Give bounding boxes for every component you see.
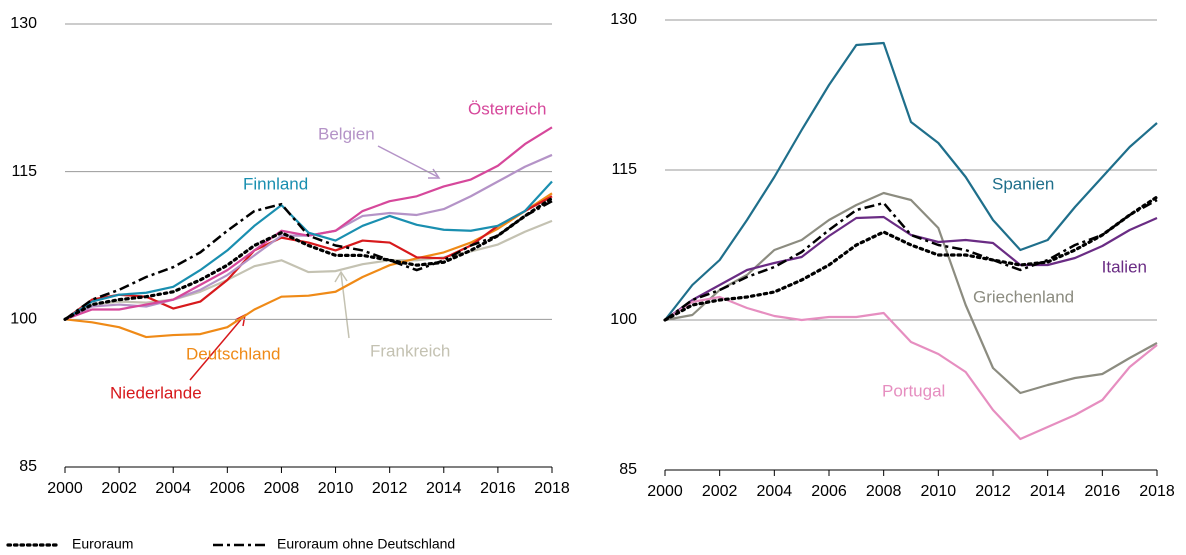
y-tick-label: 130: [10, 15, 37, 32]
x-tick-label: 2018: [1139, 483, 1175, 500]
x-tick-label: 2004: [155, 480, 191, 497]
x-tick-label: 2016: [480, 480, 516, 497]
x-tick-label: 2014: [1030, 483, 1066, 500]
x-tick-label: 2000: [647, 483, 683, 500]
series-label: Portugal: [882, 381, 945, 400]
arrow-head: [334, 270, 348, 283]
legend-label: Euroraum ohne Deutschland: [277, 536, 455, 552]
series-line: [664, 191, 1158, 395]
y-tick-label: 130: [610, 11, 637, 28]
legend-label: Euroraum: [72, 536, 133, 552]
series-line: [64, 126, 553, 321]
y-tick-label: 115: [611, 161, 637, 178]
x-tick-label: 2006: [210, 480, 246, 497]
x-tick-label: 2008: [264, 480, 300, 497]
y-tick-label: 100: [610, 311, 637, 328]
series-label: Frankreich: [370, 341, 450, 360]
series-line: [64, 192, 553, 339]
x-tick-label: 2002: [101, 480, 137, 497]
x-tick-label: 2010: [921, 483, 957, 500]
series-line: [64, 195, 553, 321]
series-label: Belgien: [318, 124, 375, 143]
x-tick-label: 2010: [318, 480, 354, 497]
x-tick-label: 2004: [757, 483, 793, 500]
series-label: Italien: [1102, 257, 1147, 276]
series-line: [664, 215, 1158, 321]
series-label: Deutschland: [186, 344, 281, 363]
series-line: [664, 198, 1158, 322]
series-line: [663, 195, 1159, 322]
series-label: Griechenland: [973, 287, 1074, 306]
series-label: Österreich: [468, 99, 546, 118]
arrow: [340, 272, 350, 339]
series-line: [664, 295, 1158, 441]
x-tick-label: 2006: [811, 483, 847, 500]
arrow: [189, 315, 245, 381]
series-label: Spanien: [992, 174, 1054, 193]
series-line: [64, 200, 553, 321]
series-line: [664, 41, 1158, 321]
x-tick-label: 2018: [534, 480, 570, 497]
chart: 85 100 115 130 2000 2002 2004 2006 2008 2010 2012 2…: [10, 15, 570, 497]
series-line: [64, 219, 553, 321]
x-tick-label: 2016: [1085, 483, 1121, 500]
series-label: Finnland: [243, 174, 308, 193]
y-tick-label: 115: [11, 163, 37, 180]
x-tick-label: 2000: [47, 480, 83, 497]
arrow: [377, 145, 439, 178]
series-label: Niederlande: [110, 383, 202, 402]
x-tick-label: 2012: [372, 480, 408, 497]
x-tick-label: 2014: [426, 480, 462, 497]
x-tick-label: 2012: [975, 483, 1011, 500]
x-tick-label: 2008: [866, 483, 902, 500]
x-tick-label: 2002: [702, 483, 738, 500]
y-tick-label: 85: [19, 458, 37, 475]
series-line: [63, 196, 554, 321]
series-line: [64, 180, 553, 321]
chart: 85 100 115 130 2000 2002 2004 2006 2008 2010 2012 2…: [610, 11, 1175, 500]
y-tick-label: 100: [10, 311, 37, 328]
legend: Euroraum Euroraum ohne Deutschland: [6, 536, 455, 552]
y-tick-label: 85: [619, 461, 637, 478]
